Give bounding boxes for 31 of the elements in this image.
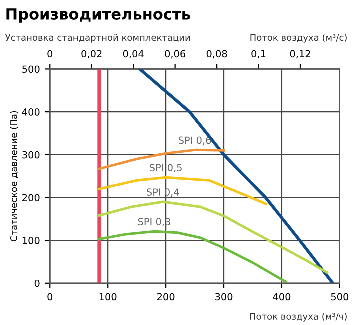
x2-tick-label: 0,08 [206,50,228,59]
line-series [138,69,335,284]
x-tick-label: 300 [215,293,233,301]
x2-axis-title: Поток воздуха (м³/с) [250,34,347,43]
x-tick-label: 0 [48,293,53,301]
x2-tick-label: 0 [48,50,53,58]
x-tick-label: 100 [100,293,117,301]
line-series [98,176,268,206]
x-tick-label: 500 [331,293,349,301]
y-tick-label: 200 [22,194,40,202]
x2-tick-label: 0,04 [123,50,144,59]
y-tick-label: 300 [22,151,40,159]
x2-tick-label: 0,02 [82,50,102,59]
x2-tick-label: 0,1 [252,50,266,59]
y-tick-label: 500 [22,66,40,74]
series-label: SPI 0,6 [178,136,212,146]
x-axis-title: Поток воздуха (м³/ч) [250,313,347,322]
line-series [98,230,288,284]
line-series [98,200,328,274]
y-tick-label: 400 [22,108,40,116]
line-series [98,148,226,170]
x2-tick-label: 0,12 [290,50,310,59]
y-tick-label: 100 [22,237,40,244]
x-tick-label: 200 [157,293,175,301]
y-axis-title: Статическое давление (Па) [10,111,18,242]
x2-tick-label: 0,06 [165,50,186,59]
series-label: SPI 0,5 [150,164,182,173]
chart-subtitle: Установка стандартной комплектации [5,34,190,43]
y-tick-label: 0 [34,280,40,288]
x-tick-label: 400 [273,293,291,301]
chart-title: Производительность [6,8,190,23]
